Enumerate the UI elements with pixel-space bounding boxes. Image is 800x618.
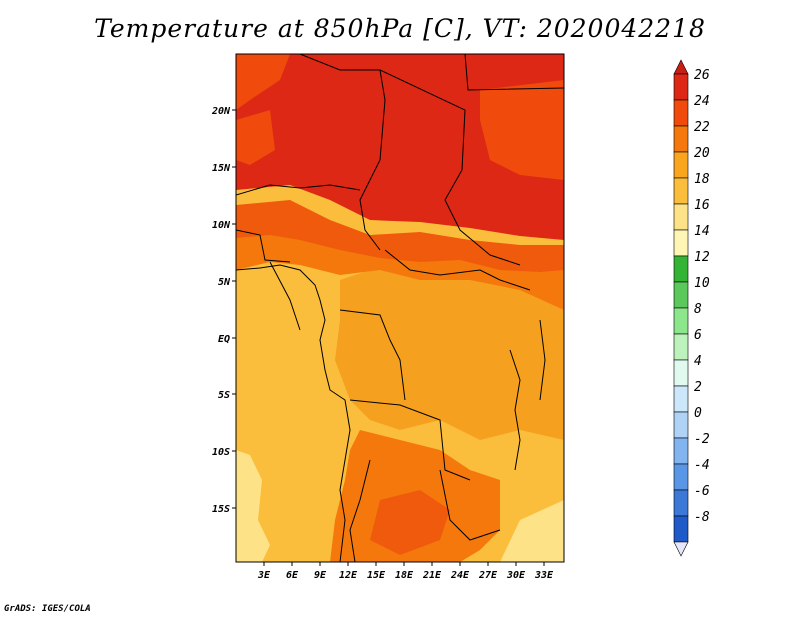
lat-label: 5N bbox=[218, 277, 231, 288]
coastline bbox=[236, 264, 351, 562]
colorbar-label: 14 bbox=[694, 224, 710, 239]
lon-label: 3E bbox=[257, 570, 271, 581]
colorbar-swatch bbox=[673, 203, 689, 231]
colorbar-label: 4 bbox=[694, 354, 702, 369]
colorbar-label: 18 bbox=[694, 172, 710, 187]
colorbar-swatch bbox=[673, 281, 689, 309]
colorbar-swatch bbox=[673, 385, 689, 413]
colorbar-swatch bbox=[673, 437, 689, 465]
colorbar-label: 0 bbox=[694, 406, 702, 421]
lat-label: 15S bbox=[212, 504, 230, 515]
colorbar-swatch bbox=[673, 99, 689, 127]
lat-label: 10N bbox=[212, 220, 231, 231]
colorbar-swatch bbox=[673, 333, 689, 361]
lat-label: 5S bbox=[218, 390, 230, 401]
lon-label: 15E bbox=[367, 570, 386, 581]
lat-label: EQ bbox=[218, 334, 230, 345]
colorbar-swatch bbox=[673, 229, 689, 257]
map-frame bbox=[235, 53, 565, 563]
band-22b-south bbox=[370, 490, 450, 555]
lon-label: 27E bbox=[478, 570, 498, 581]
colorbar-label: 20 bbox=[694, 146, 710, 161]
colorbar-swatch bbox=[673, 177, 689, 205]
colorbar-swatch bbox=[673, 255, 689, 283]
colorbar-swatch bbox=[673, 515, 689, 543]
band-14-se bbox=[500, 500, 564, 562]
lon-label: 21E bbox=[422, 570, 442, 581]
lon-label: 33E bbox=[534, 570, 554, 581]
colorbar-label: 16 bbox=[694, 198, 710, 213]
colorbar-label: -4 bbox=[694, 458, 710, 473]
colorbar-label: 2 bbox=[694, 380, 702, 395]
lon-label: 6E bbox=[286, 570, 299, 581]
band-22-ne bbox=[480, 80, 564, 180]
lon-label: 18E bbox=[395, 570, 414, 581]
lon-label: 12E bbox=[339, 570, 358, 581]
colorbar-label: 26 bbox=[694, 68, 710, 83]
lon-axis: 3E 6E 9E 12E 15E 18E 21E 24E 27E 30E 33E bbox=[257, 562, 554, 581]
colorbar-label: -6 bbox=[694, 484, 710, 499]
colorbar-label: 10 bbox=[694, 276, 710, 291]
colorbar-swatch bbox=[673, 151, 689, 179]
band-20-center bbox=[335, 260, 564, 440]
band-22-north bbox=[236, 200, 564, 272]
band-22-nw bbox=[236, 54, 290, 110]
colorbar-swatch bbox=[673, 125, 689, 153]
colorbar-swatch bbox=[673, 73, 689, 101]
colorbar-swatch bbox=[673, 359, 689, 387]
lat-label: 15N bbox=[212, 163, 231, 174]
colorbar-label: 24 bbox=[694, 94, 710, 109]
colorbar-label: 6 bbox=[694, 328, 702, 343]
colorbar-label: -2 bbox=[694, 432, 710, 447]
colorbar-label: 8 bbox=[694, 302, 702, 317]
band-14-sw bbox=[236, 450, 270, 562]
colorbar-swatch bbox=[673, 463, 689, 491]
colorbar-bottom-arrow bbox=[673, 541, 689, 557]
credit-label: GrADS: IGES/COLA bbox=[4, 604, 91, 614]
country-borders bbox=[236, 54, 564, 562]
band-22-w bbox=[236, 110, 275, 165]
map-title: Temperature at 850hPa [C], VT: 202004221… bbox=[94, 14, 706, 43]
lon-label: 9E bbox=[314, 570, 327, 581]
colorbar-label: 22 bbox=[694, 120, 710, 135]
colorbar-swatch bbox=[673, 489, 689, 517]
colorbar-label: 12 bbox=[694, 250, 710, 265]
lat-axis: 20N 15N 10N 5N EQ 5S 10S 15S bbox=[211, 106, 236, 515]
colorbar-swatch bbox=[673, 307, 689, 335]
temperature-field bbox=[236, 54, 564, 562]
lon-label: 30E bbox=[506, 570, 526, 581]
colorbar-top-arrow bbox=[673, 59, 689, 75]
colorbar-label: -8 bbox=[694, 510, 710, 525]
lat-label: 10S bbox=[212, 447, 230, 458]
colorbar-swatch bbox=[673, 411, 689, 439]
lat-label: 20N bbox=[211, 106, 231, 117]
lon-label: 24E bbox=[450, 570, 470, 581]
